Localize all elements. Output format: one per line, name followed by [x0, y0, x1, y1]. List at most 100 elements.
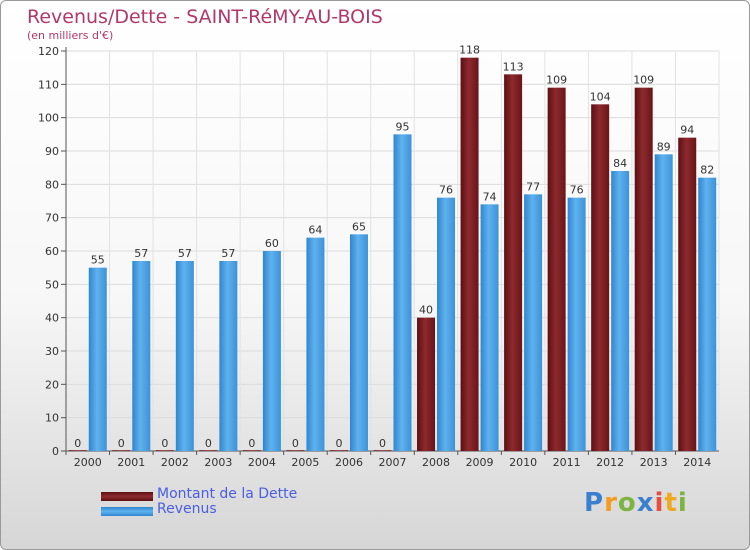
y-tick-label-120: 120	[38, 45, 59, 58]
bar-dette-2004	[242, 450, 261, 451]
x-tick-label-2014: 2014	[683, 456, 711, 469]
data-label-dette-2011: 109	[546, 74, 567, 87]
x-tick-label-2004: 2004	[248, 456, 276, 469]
x-tick-label-2001: 2001	[117, 456, 145, 469]
bar-dette-2009	[460, 57, 479, 452]
bar-revenus-2000	[88, 267, 107, 451]
legend-swatch-debt	[101, 492, 153, 501]
x-tick-label-2003: 2003	[204, 456, 232, 469]
data-label-revenus-2004: 60	[265, 237, 279, 250]
bar-revenus-2003	[219, 261, 238, 451]
data-label-revenus-2001: 57	[134, 247, 148, 260]
x-tick-label-2000: 2000	[74, 456, 102, 469]
x-tick-label-2011: 2011	[553, 456, 581, 469]
x-tick-label-2009: 2009	[466, 456, 494, 469]
bar-revenus-2014	[698, 177, 717, 451]
x-tick-label-2012: 2012	[596, 456, 624, 469]
bar-dette-2010	[504, 74, 523, 451]
y-tick-label-90: 90	[45, 145, 59, 158]
y-tick-label-20: 20	[45, 378, 59, 391]
data-label-dette-2004: 0	[248, 437, 255, 450]
data-label-revenus-2007: 95	[396, 120, 410, 133]
data-label-dette-2001: 0	[118, 437, 125, 450]
x-tick-label-2010: 2010	[509, 456, 537, 469]
data-label-revenus-2008: 76	[439, 184, 453, 197]
bar-revenus-2006	[349, 234, 368, 451]
data-label-revenus-2003: 57	[221, 247, 235, 260]
data-label-dette-2007: 0	[379, 437, 386, 450]
data-label-revenus-2010: 77	[526, 180, 540, 193]
data-label-revenus-2009: 74	[483, 190, 497, 203]
y-tick-label-30: 30	[45, 345, 59, 358]
bar-dette-2011	[547, 87, 566, 452]
chart-title: Revenus/Dette - SAINT-RéMY-AU-BOIS	[27, 6, 383, 28]
data-label-dette-2010: 113	[503, 60, 524, 73]
bar-revenus-2004	[262, 251, 281, 451]
proxiti-logo: Proxiti	[584, 488, 688, 518]
bar-revenus-2011	[567, 197, 586, 451]
bar-dette-2014	[678, 137, 697, 451]
bar-revenus-2013	[654, 154, 673, 452]
bar-dette-2001	[112, 450, 131, 451]
bar-revenus-2001	[132, 261, 151, 451]
chart-subtitle: (en milliers d'€)	[27, 29, 114, 42]
data-label-revenus-2012: 84	[613, 157, 627, 170]
y-tick-label-110: 110	[38, 78, 59, 91]
y-tick-label-100: 100	[38, 112, 59, 125]
x-tick-label-2006: 2006	[335, 456, 363, 469]
data-label-revenus-2005: 64	[308, 224, 322, 237]
data-label-dette-2008: 40	[419, 304, 433, 317]
y-tick-label-0: 0	[52, 445, 59, 458]
grid-lines	[65, 50, 720, 452]
data-label-dette-2014: 94	[680, 124, 694, 137]
y-tick-label-10: 10	[45, 412, 59, 425]
y-tick-label-40: 40	[45, 312, 59, 325]
data-label-dette-2009: 118	[459, 44, 480, 57]
data-label-dette-2000: 0	[74, 437, 81, 450]
data-label-revenus-2002: 57	[178, 247, 192, 260]
legend-label-revenus: Revenus	[157, 501, 217, 517]
bar-dette-2000	[68, 450, 87, 451]
data-label-dette-2003: 0	[205, 437, 212, 450]
y-tick-label-60: 60	[45, 245, 59, 258]
bar-revenus-2008	[437, 197, 456, 451]
data-labels: 0 0 0 0 0 0 0 0 40 118 113 109 104 109 94 55 57 57 57 60 64 6…	[74, 44, 714, 450]
data-label-dette-2005: 0	[292, 437, 299, 450]
bar-revenus-2010	[524, 194, 543, 452]
x-tick-label-2007: 2007	[379, 456, 407, 469]
data-label-dette-2006: 0	[335, 437, 342, 450]
data-label-revenus-2006: 65	[352, 220, 366, 233]
data-label-dette-2013: 109	[633, 74, 654, 87]
x-tick-label-2008: 2008	[422, 456, 450, 469]
y-tick-label-50: 50	[45, 278, 59, 291]
bar-dette-2007	[373, 450, 392, 451]
bar-dette-2006	[329, 450, 348, 451]
bar-dette-2008	[417, 317, 436, 451]
bar-revenus-2009	[480, 204, 499, 451]
bar-revenus-2002	[175, 261, 194, 451]
bars	[68, 57, 717, 452]
data-label-dette-2002: 0	[161, 437, 168, 450]
data-label-revenus-2011: 76	[570, 184, 584, 197]
bar-dette-2003	[199, 450, 218, 451]
data-label-revenus-2014: 82	[700, 164, 714, 177]
legend-swatch-revenus	[101, 507, 153, 516]
data-label-dette-2012: 104	[590, 90, 611, 103]
x-tick-label-2013: 2013	[640, 456, 668, 469]
bar-dette-2005	[286, 450, 305, 451]
bar-revenus-2007	[393, 134, 412, 452]
x-tick-label-2002: 2002	[161, 456, 189, 469]
x-tick-label-2005: 2005	[291, 456, 319, 469]
bar-revenus-2012	[611, 171, 630, 451]
bar-revenus-2005	[306, 237, 325, 451]
y-tick-label-80: 80	[45, 178, 59, 191]
bar-dette-2012	[591, 104, 610, 451]
legend-label-debt: Montant de la Dette	[157, 486, 298, 502]
data-label-revenus-2013: 89	[657, 140, 671, 153]
axes: 0 10 20 30 40 50 60 70 80 90 100 110 120 2000 2001 2002…	[38, 45, 719, 469]
data-label-revenus-2000: 55	[91, 254, 105, 267]
bar-dette-2013	[634, 87, 653, 452]
y-tick-label-70: 70	[45, 212, 59, 225]
